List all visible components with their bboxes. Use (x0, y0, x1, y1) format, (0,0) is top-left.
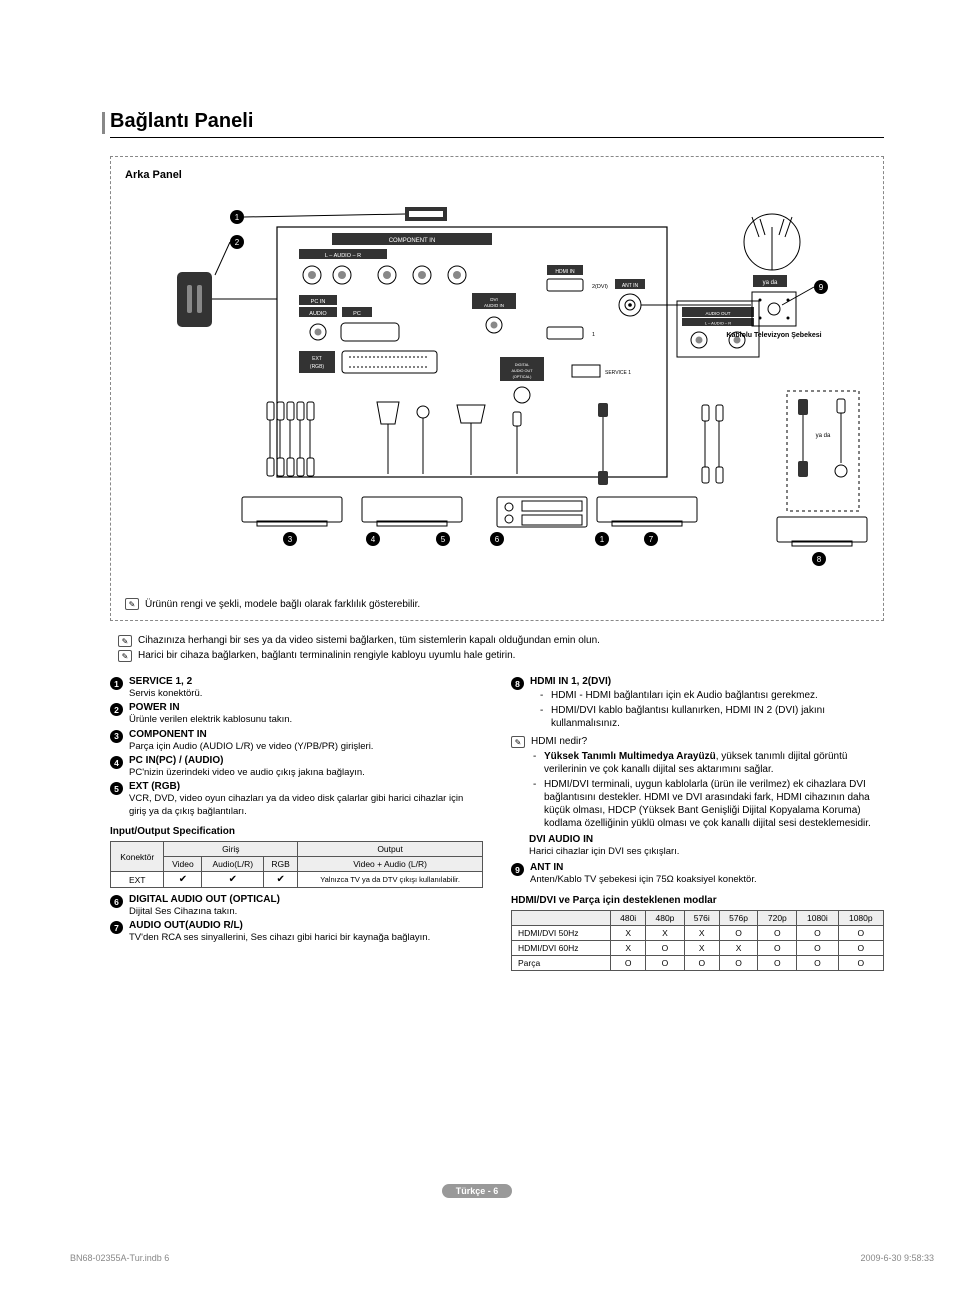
item-desc: PC'nizin üzerindeki video ve audio çıkış… (129, 767, 483, 779)
item-title: HDMI IN 1, 2(DVI) (530, 676, 884, 687)
svg-text:1: 1 (600, 535, 605, 544)
footer-badge: Türkçe - 6 (442, 1184, 513, 1198)
diagram-container: Arka Panel COMPONENT IN L – AUDIO – R PC… (110, 156, 884, 621)
note-text: Harici bir cihaza bağlarken, bağlantı te… (138, 650, 515, 662)
svg-text:1: 1 (235, 213, 240, 222)
item-number: 4 (110, 756, 123, 769)
rear-panel-diagram: COMPONENT IN L – AUDIO – R PC IN AUDIO P… (125, 187, 869, 587)
svg-text:3: 3 (288, 535, 293, 544)
svg-text:5: 5 (441, 535, 446, 544)
svg-text:ANT IN: ANT IN (622, 283, 639, 289)
svg-text:L – AUDIO – R: L – AUDIO – R (325, 253, 361, 259)
svg-text:DIGITAL: DIGITAL (515, 363, 530, 367)
item-desc: TV'den RCA ses sinyallerini, Ses cihazı … (129, 932, 483, 944)
io-spec-table: Konektör Giriş Output Video Audio(L/R) R… (110, 841, 483, 888)
item-number: 9 (511, 863, 524, 876)
note-icon: ✎ (118, 635, 132, 647)
dvi-title: DVI AUDIO IN (529, 834, 884, 845)
item-title: PC IN(PC) / (AUDIO) (129, 755, 483, 766)
item-number: 6 (110, 895, 123, 908)
left-column: 1 SERVICE 1, 2 Servis konektörü. 2 POWER … (110, 676, 483, 971)
io-spec-title: Input/Output Specification (110, 826, 483, 837)
dvi-desc: Harici cihazlar için DVI ses çıkışları. (529, 846, 884, 858)
item-number: 8 (511, 677, 524, 690)
item-desc: Dijital Ses Cihazına takın. (129, 906, 483, 918)
diagram-title: Arka Panel (125, 169, 869, 181)
svg-text:EXT: EXT (312, 356, 322, 362)
note-icon: ✎ (125, 598, 139, 610)
note-icon: ✎ (511, 736, 525, 748)
svg-text:7: 7 (649, 535, 654, 544)
item-desc: Servis konektörü. (129, 688, 483, 700)
item-number: 1 (110, 677, 123, 690)
item-number: 3 (110, 730, 123, 743)
item-title: SERVICE 1, 2 (129, 676, 483, 687)
diagram-note: Ürünün rengi ve şekli, modele bağlı olar… (145, 599, 420, 610)
svg-text:6: 6 (495, 535, 500, 544)
item-number: 5 (110, 782, 123, 795)
svg-text:SERVICE 1: SERVICE 1 (605, 370, 631, 376)
bullet: HDMI - HDMI bağlantıları için ek Audio b… (551, 689, 818, 702)
svg-text:2(DVI): 2(DVI) (592, 284, 608, 290)
item-title: ANT IN (530, 862, 884, 873)
hdmi-question: HDMI nedir? (531, 736, 587, 748)
svg-text:(OPTICAL): (OPTICAL) (513, 375, 533, 379)
svg-text:8: 8 (817, 555, 822, 564)
svg-text:L – AUDIO – R: L – AUDIO – R (705, 321, 731, 326)
item-title: AUDIO OUT(AUDIO R/L) (129, 920, 483, 931)
item-desc: Parça için Audio (AUDIO L/R) ve video (Y… (129, 741, 483, 753)
svg-text:9: 9 (819, 283, 824, 292)
note-icon: ✎ (118, 650, 132, 662)
svg-text:(RGB): (RGB) (310, 364, 325, 370)
note-text: Cihazınıza herhangi bir ses ya da video … (138, 635, 600, 647)
item-desc: VCR, DVD, video oyun cihazları ya da vid… (129, 793, 483, 818)
svg-text:PC: PC (353, 311, 361, 317)
item-title: EXT (RGB) (129, 781, 483, 792)
svg-text:ya da: ya da (763, 280, 778, 286)
item-number: 7 (110, 921, 123, 934)
print-left: BN68-02355A-Tur.indb 6 (70, 1253, 169, 1263)
item-desc: Ürünle verilen elektrik kablosunu takın. (129, 714, 483, 726)
svg-text:HDMI IN: HDMI IN (555, 269, 575, 275)
item-desc: Anten/Kablo TV şebekesi için 75Ω koaksiy… (530, 874, 884, 886)
svg-text:COMPONENT IN: COMPONENT IN (389, 238, 436, 244)
item-title: DIGITAL AUDIO OUT (OPTICAL) (129, 894, 483, 905)
svg-text:2: 2 (235, 238, 240, 247)
svg-text:AUDIO OUT: AUDIO OUT (511, 369, 533, 373)
print-right: 2009-6-30 9:58:33 (860, 1253, 934, 1263)
svg-text:ya da: ya da (816, 433, 831, 439)
page-footer: Türkçe - 6 (0, 1184, 954, 1198)
svg-text:AUDIO IN: AUDIO IN (484, 303, 504, 308)
bullet: Yüksek Tanımlı Multimedya Arayüzü, yükse… (544, 750, 884, 776)
svg-text:PC IN: PC IN (311, 299, 326, 305)
item-title: COMPONENT IN (129, 729, 483, 740)
print-meta: BN68-02355A-Tur.indb 6 2009-6-30 9:58:33 (70, 1253, 934, 1263)
svg-text:1: 1 (592, 332, 595, 338)
modes-table: 480i480p576i576p720p1080i1080pHDMI/DVI 5… (511, 910, 884, 971)
svg-text:AUDIO: AUDIO (309, 311, 327, 317)
bullet: HDMI/DVI kablo bağlantısı kullanırken, H… (551, 704, 884, 730)
bullet: HDMI/DVI terminali, uygun kablolarla (ür… (544, 778, 884, 830)
right-column: 8 HDMI IN 1, 2(DVI) -HDMI - HDMI bağlant… (511, 676, 884, 971)
svg-text:DVI: DVI (490, 297, 498, 302)
svg-text:Kablolu Televizyon Şebekesi: Kablolu Televizyon Şebekesi (726, 332, 821, 339)
svg-text:4: 4 (371, 535, 376, 544)
global-notes: ✎ Cihazınıza herhangi bir ses ya da video… (118, 635, 884, 662)
page-title: Bağlantı Paneli (110, 110, 884, 138)
item-title: POWER IN (129, 702, 483, 713)
svg-text:AUDIO OUT: AUDIO OUT (705, 311, 730, 316)
modes-title: HDMI/DVI ve Parça için desteklenen modla… (511, 895, 884, 906)
item-number: 2 (110, 703, 123, 716)
